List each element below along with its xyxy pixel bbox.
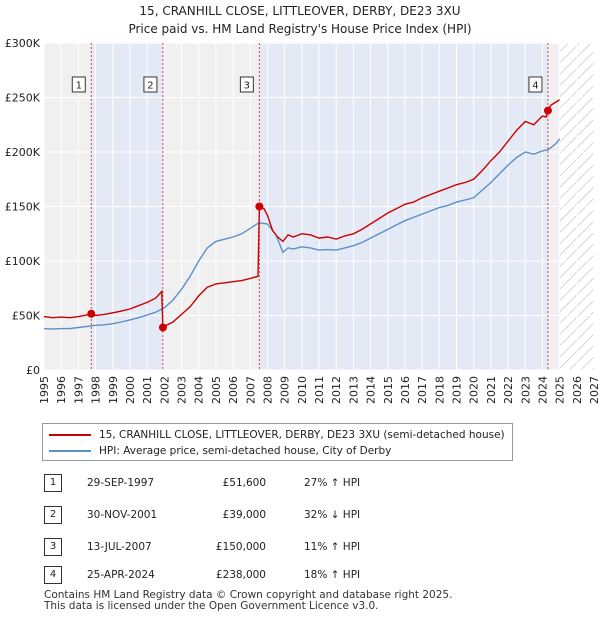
x-tick-label: 1995 [38, 376, 51, 404]
sale-badge-label: 1 [76, 81, 82, 92]
y-tick-label: £0 [26, 364, 40, 377]
y-tick-label: £150K [5, 201, 41, 214]
x-tick-label: 2011 [313, 376, 326, 404]
x-tick-label: 2024 [536, 376, 549, 404]
legend-swatch-hpi [49, 450, 91, 452]
sale-badge-box [143, 76, 158, 93]
sale-hpi-change: 32% ↓ HPI [304, 509, 361, 521]
x-tick-label: 2002 [158, 376, 171, 404]
sale-badge-box [239, 76, 254, 93]
x-tick-label: 2009 [279, 376, 292, 404]
x-tick-label: 2008 [261, 376, 274, 404]
sale-hpi-change: 27% ↑ HPI [304, 477, 361, 489]
sale-point [158, 323, 167, 332]
series-line [43, 138, 561, 330]
sale-price: £39,000 [222, 509, 266, 521]
x-tick-label: 2016 [399, 376, 412, 404]
sale-marker-badge: 2 [44, 506, 62, 524]
x-tick-label: 2014 [365, 376, 378, 404]
x-tick-label: 2001 [141, 376, 154, 404]
chart-legend: 15, CRANHILL CLOSE, LITTLEOVER, DERBY, D… [42, 423, 513, 461]
sale-badge-label: 3 [244, 81, 250, 92]
y-tick-label: £200K [5, 146, 41, 159]
x-tick-label: 1997 [72, 376, 85, 404]
sale-badge-box [71, 76, 86, 93]
sale-row: 4 25-APR-2024 £238,000 18% ↑ HPI [44, 566, 564, 584]
x-tick-label: 2021 [485, 376, 498, 404]
y-tick-label: £300K [5, 37, 41, 50]
x-tick-label: 2025 [554, 376, 567, 404]
y-tick-label: £250K [5, 92, 41, 105]
sale-point [255, 202, 264, 211]
sale-row: 3 13-JUL-2007 £150,000 11% ↑ HPI [44, 538, 564, 556]
sale-date: 29-SEP-1997 [87, 477, 155, 489]
x-tick-label: 1999 [107, 376, 120, 404]
sale-hpi-change: 11% ↑ HPI [304, 541, 361, 553]
x-tick-label: 2022 [502, 376, 515, 404]
x-tick-label: 2020 [468, 376, 481, 404]
x-tick-label: 2010 [296, 376, 309, 404]
sale-badge-label: 2 [147, 81, 153, 92]
x-tick-label: 2005 [210, 376, 223, 404]
sale-hpi-change: 18% ↑ HPI [304, 569, 361, 581]
sale-badge-label: 4 [532, 81, 538, 92]
price-chart: 15, CRANHILL CLOSE, LITTLEOVER, DERBY, D… [5, 4, 600, 404]
sale-row: 1 29-SEP-1997 £51,600 27% ↑ HPI [44, 474, 564, 492]
x-tick-label: 2004 [193, 376, 206, 404]
x-tick-label: 2000 [124, 376, 137, 404]
chart-subtitle: Price paid vs. HM Land Registry's House … [128, 22, 471, 36]
x-tick-label: 2023 [519, 376, 532, 404]
legend-item-property: 15, CRANHILL CLOSE, LITTLEOVER, DERBY, D… [49, 427, 505, 443]
x-tick-label: 2019 [451, 376, 464, 404]
sale-row: 2 30-NOV-2001 £39,000 32% ↓ HPI [44, 506, 564, 524]
sale-price: £150,000 [215, 541, 266, 553]
x-tick-label: 2027 [588, 376, 600, 404]
sale-marker-badge: 1 [44, 474, 62, 492]
legend-item-hpi: HPI: Average price, semi-detached house,… [49, 443, 391, 459]
sale-point [543, 106, 552, 115]
sale-price: £51,600 [222, 477, 266, 489]
x-tick-label: 2017 [416, 376, 429, 404]
sale-date: 30-NOV-2001 [87, 509, 158, 521]
footer-attribution: Contains HM Land Registry data © Crown c… [44, 590, 452, 612]
legend-swatch-property [49, 434, 91, 436]
x-tick-label: 1998 [90, 376, 103, 404]
sale-date: 25-APR-2024 [87, 569, 155, 581]
x-tick-label: 2003 [176, 376, 189, 404]
x-tick-label: 2015 [382, 376, 395, 404]
legend-label-hpi: HPI: Average price, semi-detached house,… [99, 445, 392, 457]
x-tick-label: 2012 [330, 376, 343, 404]
sale-badge-box [528, 76, 543, 93]
x-tick-label: 2026 [571, 376, 584, 404]
footer-copyright: Contains HM Land Registry data © Crown c… [44, 589, 453, 601]
x-tick-label: 2007 [244, 376, 257, 404]
footer-license: This data is licensed under the Open Gov… [44, 600, 379, 612]
x-tick-label: 2018 [433, 376, 446, 404]
sale-marker-badge: 3 [44, 538, 62, 556]
chart-title: 15, CRANHILL CLOSE, LITTLEOVER, DERBY, D… [139, 4, 460, 18]
legend-label-property: 15, CRANHILL CLOSE, LITTLEOVER, DERBY, D… [99, 429, 505, 441]
x-tick-label: 2006 [227, 376, 240, 404]
y-tick-label: £100K [5, 255, 41, 268]
series-line [43, 99, 560, 329]
x-tick-label: 1996 [55, 376, 68, 404]
x-tick-label: 2013 [347, 376, 360, 404]
sale-marker-badge: 4 [44, 566, 62, 584]
sale-price: £238,000 [215, 569, 266, 581]
y-tick-label: £50K [12, 310, 41, 323]
sale-point [87, 309, 96, 318]
sale-date: 13-JUL-2007 [87, 541, 152, 553]
